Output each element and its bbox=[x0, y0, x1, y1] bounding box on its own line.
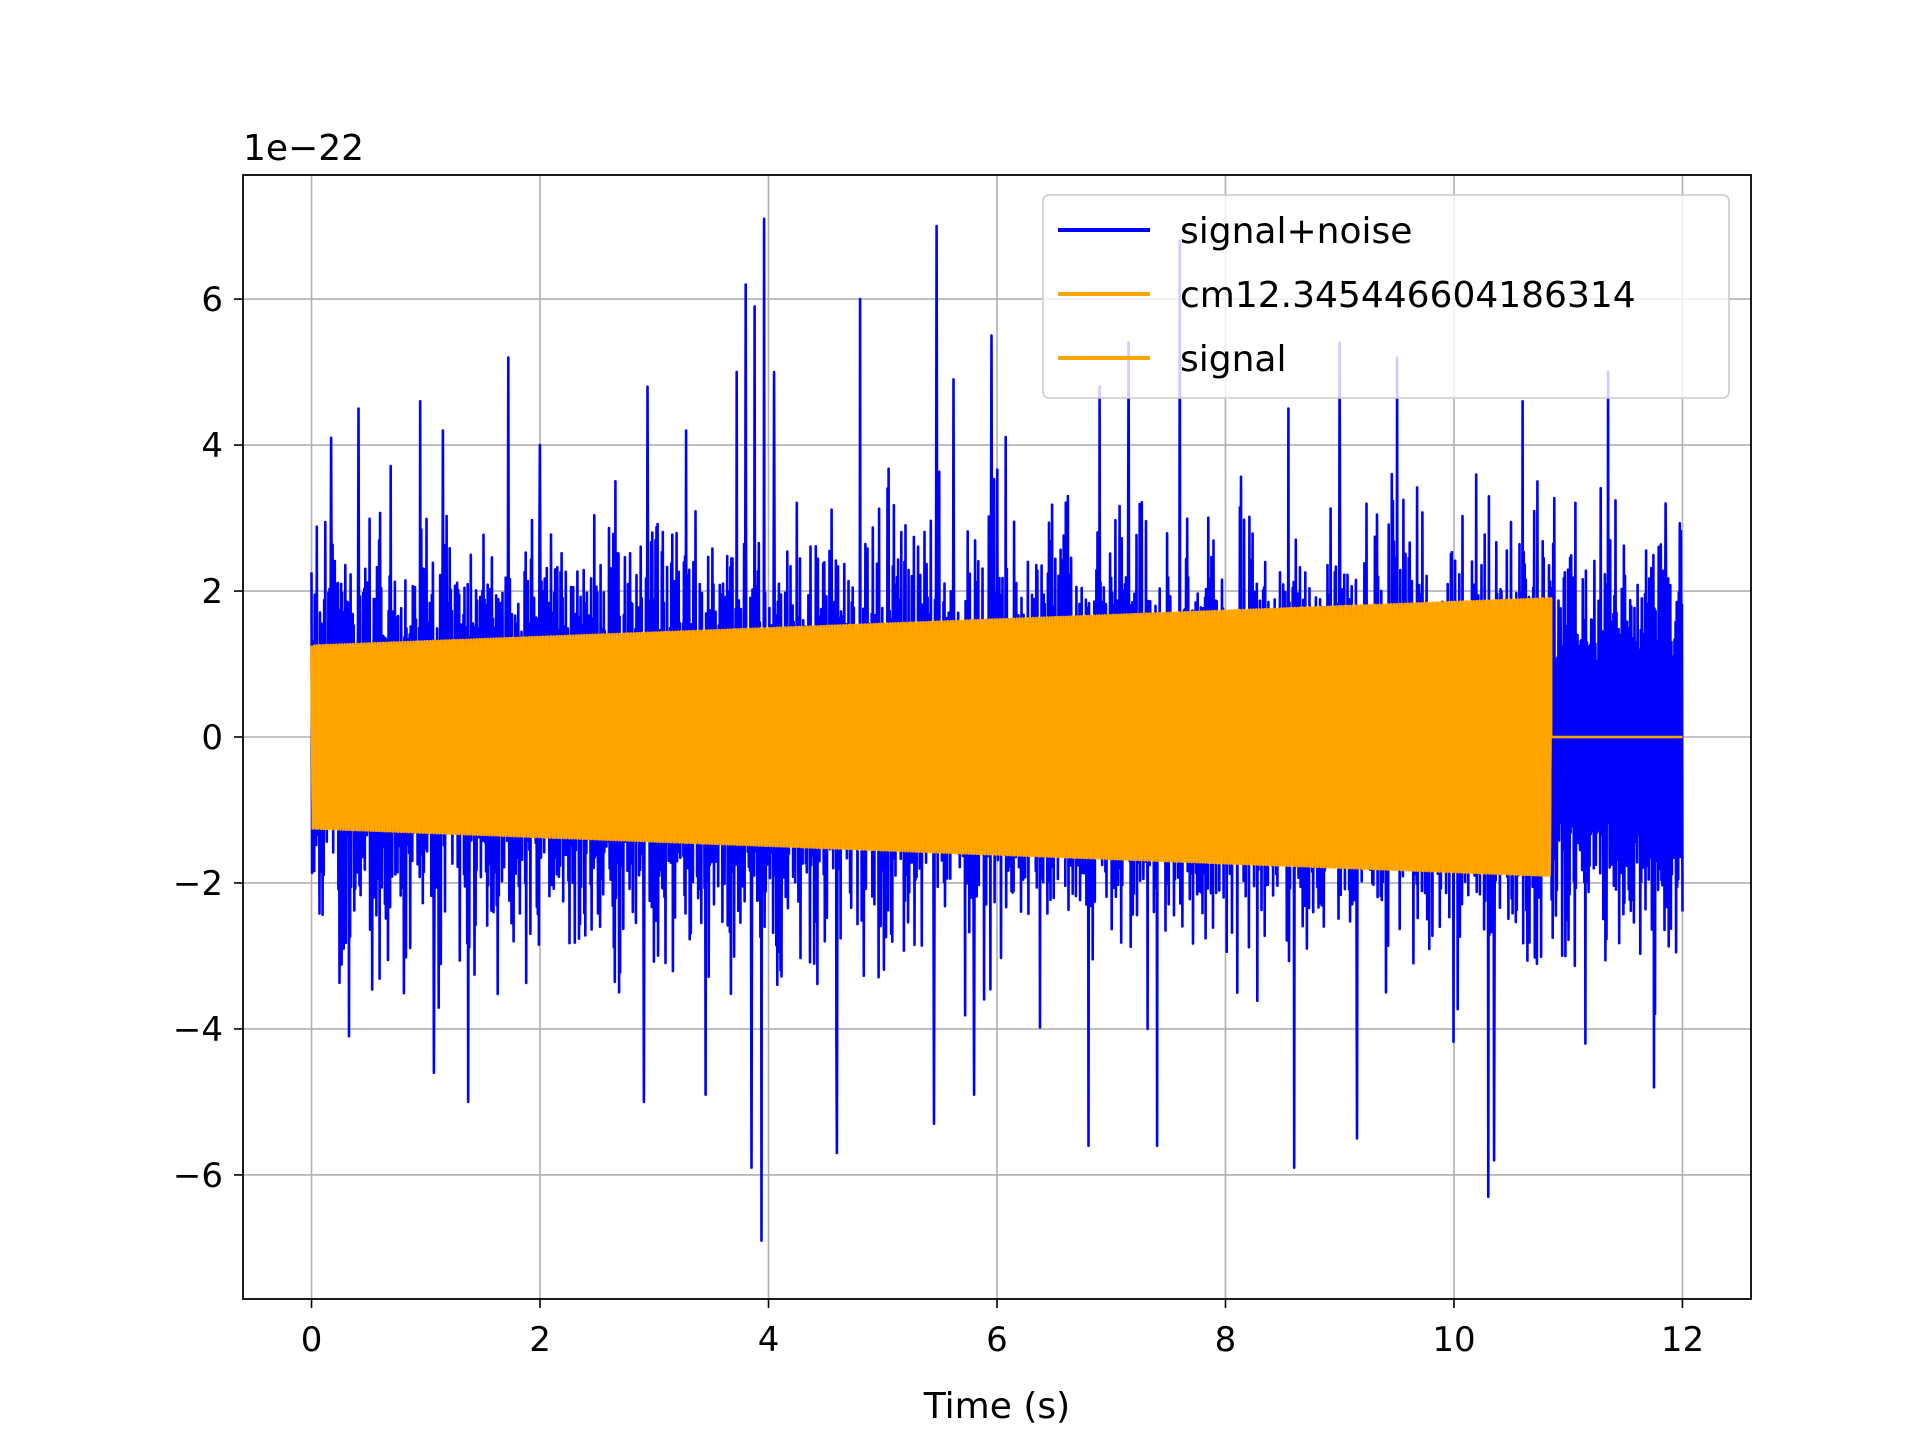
legend-entry-cm: cm12.345446604186314 bbox=[1058, 275, 1636, 316]
x-axis-label: Time (s) bbox=[923, 1386, 1070, 1427]
y-tick-label: 2 bbox=[201, 572, 223, 612]
series-signal bbox=[310, 596, 1683, 877]
y-offset-label: 1e−22 bbox=[243, 128, 364, 169]
legend-box bbox=[1042, 194, 1730, 399]
y-tick-label: 6 bbox=[201, 280, 223, 320]
legend-entry-signal: signal bbox=[1058, 339, 1287, 380]
legend-label-signal: signal bbox=[1180, 339, 1287, 380]
x-tick-label: 2 bbox=[529, 1320, 551, 1360]
series-layer bbox=[310, 217, 1684, 1242]
x-tick-label: 8 bbox=[1215, 1320, 1237, 1360]
y-tick-label: −2 bbox=[173, 864, 223, 904]
x-tick-label: 12 bbox=[1661, 1320, 1704, 1360]
y-tick-label: −6 bbox=[173, 1156, 223, 1196]
legend: signal+noise cm12.345446604186314 signal bbox=[1042, 194, 1730, 399]
legend-label-cm: cm12.345446604186314 bbox=[1180, 275, 1636, 316]
tick-marks bbox=[234, 298, 1684, 1308]
y-tick-label: 0 bbox=[201, 718, 223, 758]
x-tick-label: 6 bbox=[986, 1320, 1008, 1360]
legend-entry-signal-noise: signal+noise bbox=[1058, 211, 1412, 252]
x-tick-label: 4 bbox=[758, 1320, 780, 1360]
y-tick-label: −4 bbox=[173, 1010, 223, 1050]
y-tick-label: 4 bbox=[201, 426, 223, 466]
x-tick-label: 10 bbox=[1432, 1320, 1475, 1360]
x-tick-label: 0 bbox=[301, 1320, 323, 1360]
legend-label-signal-noise: signal+noise bbox=[1180, 211, 1412, 252]
